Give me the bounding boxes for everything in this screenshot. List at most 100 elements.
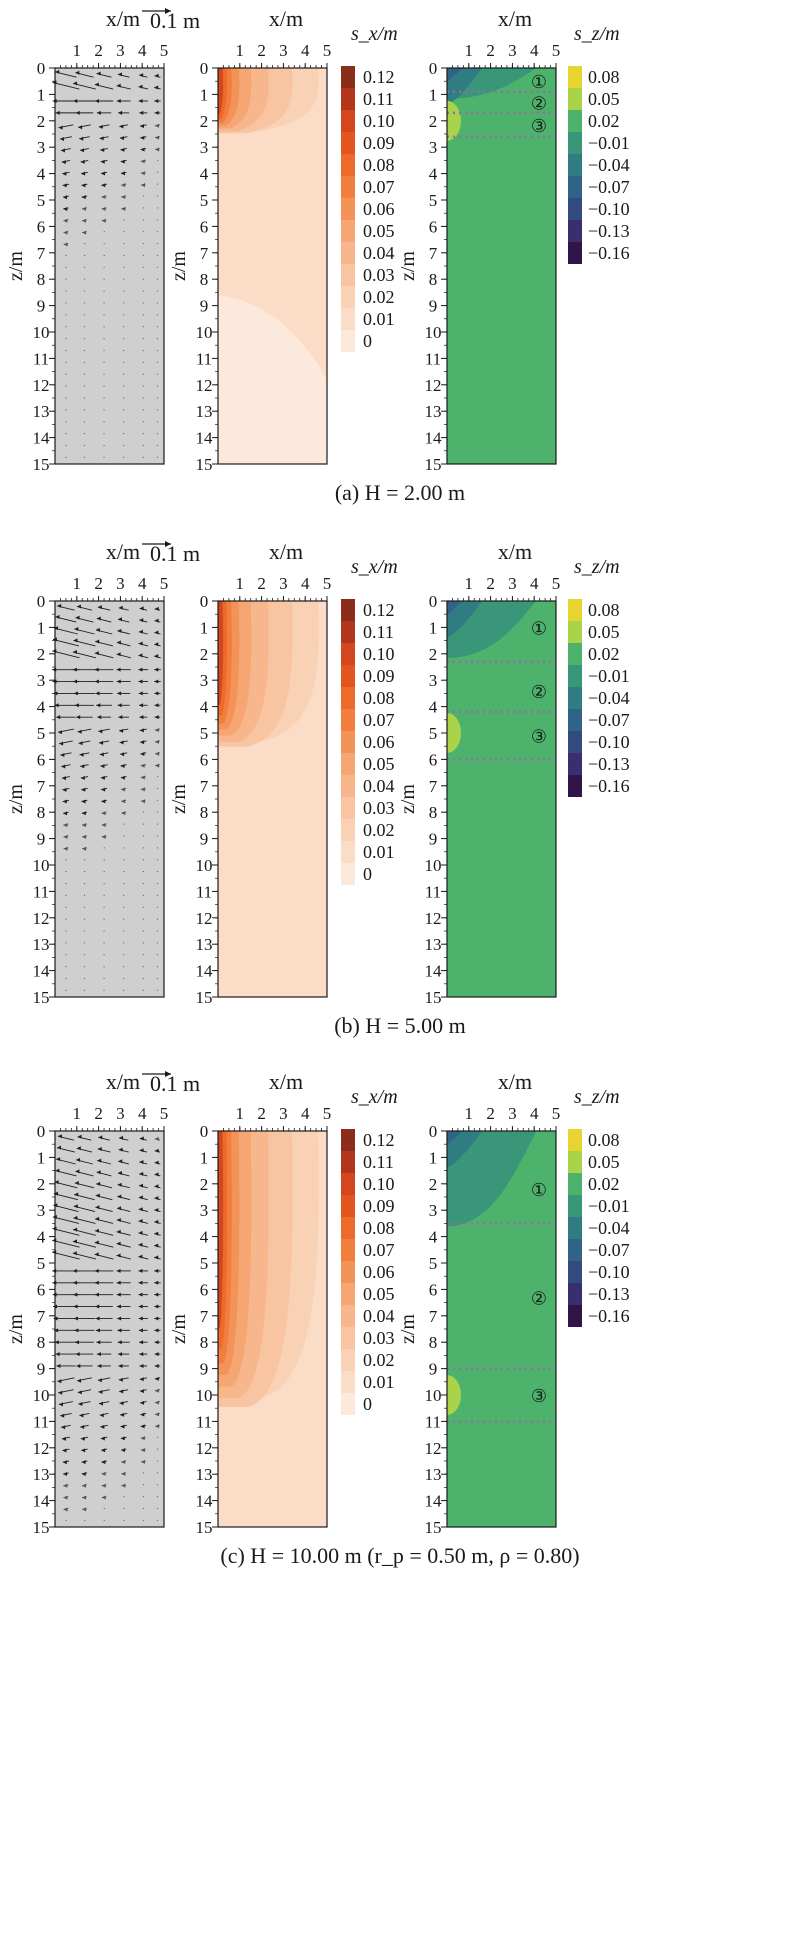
displacement-dot: [123, 421, 125, 423]
displacement-arrowhead: [154, 1172, 159, 1177]
displacement-arrowhead: [81, 1460, 86, 1465]
displacement-arrowhead: [73, 691, 78, 696]
z-tick-label: 12: [196, 1439, 213, 1458]
z-tick-label: 15: [425, 1518, 442, 1537]
displacement-arrowhead: [138, 99, 143, 103]
sz-contour-settlement-max: [447, 68, 463, 82]
displacement-arrowhead: [140, 1400, 145, 1405]
displacement-dot: [103, 254, 105, 257]
displacement-arrowhead: [62, 183, 67, 188]
displacement-dot: [156, 1496, 159, 1498]
z-tick-label: 3: [37, 1201, 46, 1220]
z-tick-label: 5: [200, 724, 209, 743]
z-tick-label: 7: [37, 777, 46, 796]
displacement-arrowhead: [101, 1495, 106, 1500]
displacement-arrowhead: [75, 70, 80, 75]
displacement-dot: [142, 373, 144, 375]
displacement-arrowhead: [72, 667, 77, 672]
z-tick-label: 10: [425, 856, 442, 875]
displacement-arrowhead: [101, 183, 106, 188]
displacement-dot: [123, 326, 125, 328]
sz-contour-panel: ①②③0.080.050.02−0.01−0.04−0.07−0.10−0.13…: [397, 6, 630, 474]
z-tick-label: 9: [37, 830, 46, 849]
displacement-arrowhead: [100, 775, 105, 780]
z-tick-label: 6: [37, 217, 46, 236]
displacement-arrowhead: [140, 751, 145, 756]
displacement-dot: [123, 977, 125, 980]
z-tick-label: 10: [33, 323, 50, 342]
displacement-arrowhead: [54, 626, 59, 631]
displacement-dot: [65, 859, 67, 861]
displacement-dot: [156, 835, 159, 837]
displacement-arrowhead: [101, 1483, 106, 1488]
displacement-arrowhead: [55, 1168, 60, 1173]
displacement-arrowhead: [98, 1135, 103, 1140]
displacement-arrowhead: [101, 171, 106, 176]
sx-colorbar-label: 0.03: [363, 265, 395, 285]
z-tick-label: 14: [425, 1492, 443, 1511]
displacement-dot: [103, 906, 105, 908]
sz-colorbar-swatch: [568, 154, 582, 176]
z-tick-label: 8: [200, 803, 209, 822]
displacement-arrowhead: [138, 1292, 143, 1297]
displacement-arrowhead: [154, 703, 159, 708]
displacement-arrowhead: [97, 1378, 102, 1383]
displacement-arrowhead: [139, 618, 144, 623]
displacement-arrowhead: [154, 667, 159, 672]
displacement-dot: [156, 219, 159, 221]
displacement-arrowhead: [77, 1134, 82, 1139]
displacement-arrowhead: [58, 730, 63, 735]
displacement-arrowhead: [94, 1228, 99, 1233]
sz-contour-settlement-core: [447, 601, 482, 638]
z-tick-label: 13: [425, 1465, 442, 1484]
displacement-arrowhead: [138, 1219, 143, 1224]
x-tick-label: 5: [323, 574, 332, 593]
displacement-dot: [83, 433, 86, 435]
sx-colorbar-swatch: [341, 1173, 355, 1195]
z-tick-label: 13: [196, 402, 213, 421]
sx-colorbar-swatch: [341, 621, 355, 643]
displacement-arrowhead: [61, 776, 66, 781]
displacement-dot: [83, 361, 86, 363]
sx-colorbar-label: 0.03: [363, 1328, 395, 1348]
z-tick-label: 2: [37, 645, 46, 664]
z-tick-label: 11: [196, 882, 212, 901]
displacement-dot: [123, 989, 125, 992]
displacement-arrowhead: [154, 1160, 159, 1165]
sx-colorbar-label: 0.08: [363, 1218, 395, 1238]
z-tick-label: 0: [429, 592, 438, 611]
sz-colorbar-swatch: [568, 621, 582, 643]
displacement-dot: [142, 918, 144, 920]
displacement-dot: [123, 823, 125, 825]
sx-colorbar-label: 0.10: [363, 1174, 395, 1194]
sz-layer-marker: ①: [531, 72, 547, 92]
displacement-arrowhead: [116, 679, 121, 684]
sz-contour-panel: ①②③0.080.050.02−0.01−0.04−0.07−0.10−0.13…: [397, 1069, 630, 1537]
x-tick-label: 4: [530, 574, 539, 593]
displacement-dot: [123, 918, 125, 920]
displacement-dot: [103, 966, 105, 968]
z-tick-label: 10: [425, 323, 442, 342]
displacement-arrowhead: [94, 99, 99, 103]
z-tick-label: 13: [425, 402, 442, 421]
displacement-dot: [84, 242, 86, 245]
displacement-arrowhead: [62, 787, 67, 792]
displacement-arrowhead: [101, 1471, 106, 1476]
displacement-arrow: [52, 81, 80, 90]
sx-colorbar-swatch: [341, 1393, 355, 1415]
displacement-dot: [65, 397, 67, 399]
displacement-arrowhead: [116, 1292, 121, 1297]
sz-colorbar-label: −0.01: [588, 666, 630, 686]
sz-colorbar-swatch: [568, 242, 582, 264]
displacement-arrowhead: [81, 811, 86, 816]
z-tick-label: 11: [425, 882, 441, 901]
displacement-dot: [156, 361, 159, 363]
displacement-dot: [142, 314, 144, 316]
vector-field-background: [55, 68, 164, 464]
displacement-dot: [156, 278, 159, 280]
displacement-arrowhead: [140, 763, 145, 768]
displacement-arrowhead: [138, 1254, 143, 1259]
displacement-arrowhead: [75, 1352, 80, 1357]
